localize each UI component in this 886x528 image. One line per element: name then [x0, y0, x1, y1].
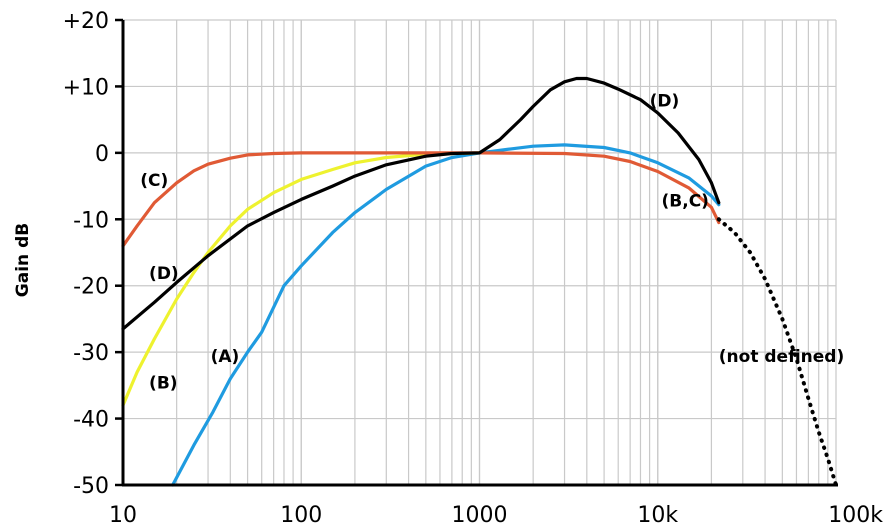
- series-line-b: [121, 151, 482, 407]
- y-tick-label: -30: [73, 341, 109, 366]
- x-tick-label: 100: [280, 503, 322, 528]
- annotation-label: (D): [650, 91, 680, 111]
- y-axis-title: Gain dB: [13, 223, 33, 297]
- annotation-label: (D): [149, 264, 179, 284]
- x-tick-label: 10: [109, 503, 137, 528]
- y-tick-label: 0: [95, 142, 109, 167]
- axes: [115, 18, 838, 487]
- annotation-label: (C): [140, 171, 168, 191]
- y-tick-label: +10: [63, 75, 109, 100]
- x-tick-label: 100k: [828, 503, 883, 528]
- annotation-label: (not defined): [719, 347, 844, 367]
- annotation-label: (B): [149, 374, 178, 394]
- y-tick-label: -40: [73, 408, 109, 433]
- grid: [122, 19, 837, 486]
- y-tick-label: -10: [73, 208, 109, 233]
- series-line-not-defined: [716, 217, 838, 487]
- x-tick-label: 1000: [452, 503, 508, 528]
- x-tick-label: 10k: [637, 503, 678, 528]
- annotations: (D) (C) (B,C) (D) (A) (B) (not defined): [140, 91, 844, 393]
- series-line-d: [121, 76, 721, 331]
- series-layer: [121, 76, 838, 487]
- annotation-label: (B,C): [662, 192, 709, 212]
- series-line-a: [171, 143, 721, 487]
- y-tick-label: -50: [73, 474, 109, 499]
- y-tick-label: +20: [63, 9, 109, 34]
- y-tick-label: -20: [73, 275, 109, 300]
- series-line-c: [121, 151, 721, 248]
- annotation-label: (A): [211, 347, 240, 367]
